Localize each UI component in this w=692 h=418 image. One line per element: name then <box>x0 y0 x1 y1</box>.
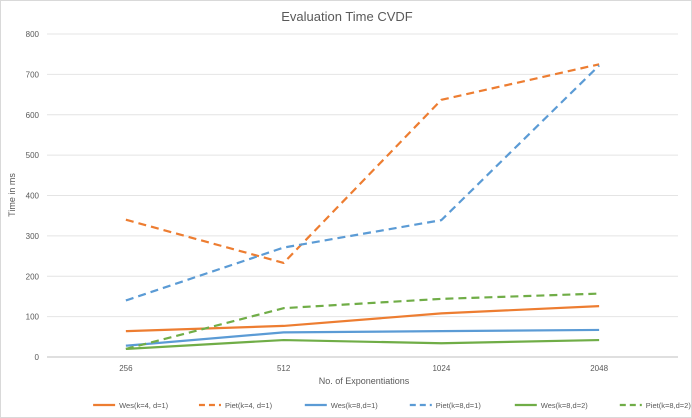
series-line-5 <box>125 292 600 350</box>
series-line-1 <box>125 63 600 265</box>
legend-label-5: Piet(k=8,d=2) <box>646 401 691 410</box>
y-tick-label: 0 <box>35 353 40 362</box>
legend-label-1: Piet(k=4, d=1) <box>225 401 273 410</box>
x-tick-labels: 256 512 1024 2048 <box>119 364 608 373</box>
legend-label-3: Piet(k=8,d=1) <box>436 401 482 410</box>
series-line-2 <box>125 328 600 347</box>
legend-label-2: Wes(k=8,d=1) <box>331 401 378 410</box>
x-tick-label: 1024 <box>432 364 450 373</box>
series-line-4 <box>125 338 600 351</box>
y-tick-label: 100 <box>26 313 40 322</box>
y-axis-label: Time in ms <box>7 173 17 217</box>
legend: Wes(k=4, d=1) Piet(k=4, d=1) Wes(k=8,d=1) P… <box>93 401 691 410</box>
series-lines <box>125 63 600 351</box>
x-axis-label: No. of Exponentiations <box>319 376 410 386</box>
y-tick-label: 200 <box>26 272 40 281</box>
x-tick-label: 256 <box>119 364 133 373</box>
y-tick-label: 800 <box>26 30 40 39</box>
y-tick-label: 700 <box>26 70 40 79</box>
y-tick-label: 500 <box>26 151 40 160</box>
chart-title: Evaluation Time CVDF <box>281 9 413 24</box>
y-tick-label: 600 <box>26 111 40 120</box>
y-tick-labels: 0 100 200 300 400 500 600 700 800 <box>26 30 40 362</box>
series-line-3 <box>125 64 600 302</box>
y-tick-label: 300 <box>26 232 40 241</box>
legend-label-4: Wes(k=8,d=2) <box>541 401 588 410</box>
x-tick-label: 2048 <box>590 364 608 373</box>
legend-label-0: Wes(k=4, d=1) <box>119 401 169 410</box>
y-tick-label: 400 <box>26 192 40 201</box>
x-tick-label: 512 <box>277 364 291 373</box>
gridlines <box>47 33 678 358</box>
series-line-0 <box>125 305 600 333</box>
